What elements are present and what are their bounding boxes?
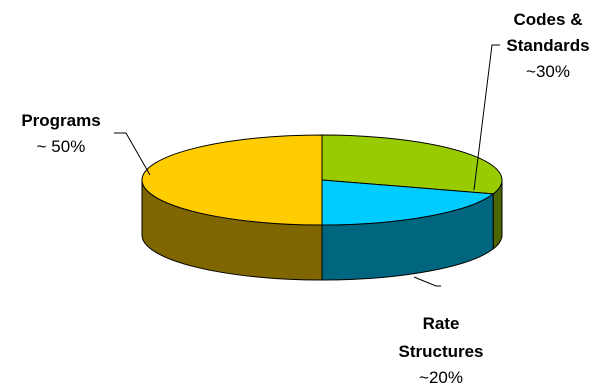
pie-slices xyxy=(141,134,503,226)
label-codes-line2: Standards xyxy=(506,36,589,55)
pie-slice-programs xyxy=(141,134,323,226)
leader-line-codes xyxy=(473,44,500,191)
value-rate: ~20% xyxy=(419,368,463,387)
leader-line-programs xyxy=(114,132,151,176)
label-programs: Programs xyxy=(21,111,100,130)
pie-slice-codes xyxy=(321,134,503,195)
pie-sides xyxy=(141,179,503,281)
value-programs: ~ 50% xyxy=(37,137,86,156)
label-rate-line2: Structures xyxy=(398,342,483,361)
label-codes-line1: Codes & xyxy=(514,10,583,29)
pie-slice-rate xyxy=(321,179,495,226)
leader-line-rate xyxy=(413,276,441,287)
label-rate-line1: Rate xyxy=(423,314,460,333)
value-codes: ~30% xyxy=(526,62,570,81)
